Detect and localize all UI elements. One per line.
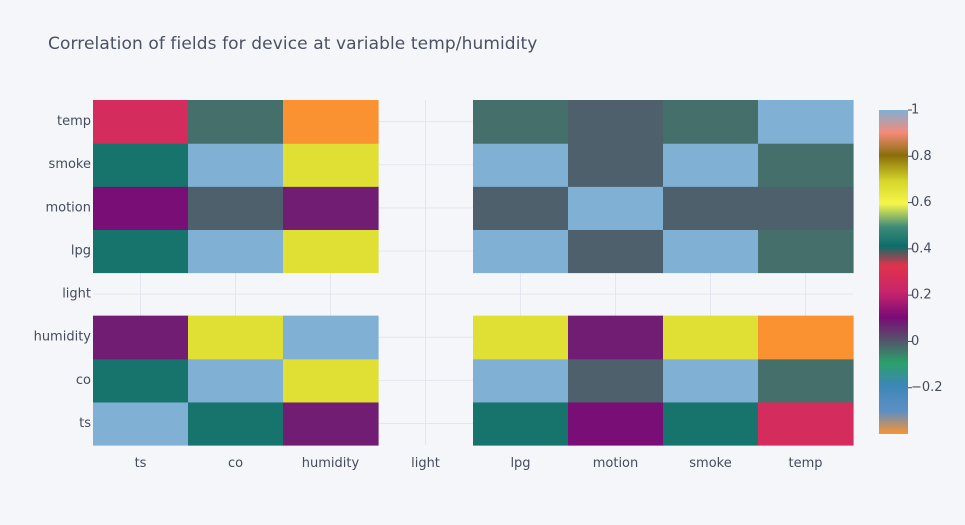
heatmap-cell bbox=[568, 143, 664, 187]
colorbar-tick-label: 1 bbox=[911, 103, 919, 118]
heatmap-cell bbox=[188, 358, 284, 403]
heatmap-cell bbox=[93, 401, 189, 446]
heatmap-cell bbox=[758, 143, 854, 187]
heatmap-cell bbox=[93, 100, 189, 144]
colorbar-tick-label: 0 bbox=[911, 334, 919, 349]
heatmap-cell bbox=[93, 229, 189, 274]
heatmap-cell bbox=[663, 100, 759, 144]
heatmap-cell bbox=[473, 315, 569, 360]
colorbar-tick-label: 0.2 bbox=[911, 288, 932, 303]
heatmap-cell bbox=[663, 143, 759, 187]
x-tick-label: light bbox=[411, 456, 440, 471]
heatmap-cell bbox=[758, 358, 854, 403]
heatmap-cell bbox=[663, 186, 759, 230]
y-tick-label: light bbox=[62, 287, 91, 302]
heatmap-cell bbox=[568, 186, 664, 230]
heatmap-cell bbox=[283, 315, 379, 360]
y-tick-label: humidity bbox=[34, 330, 92, 345]
heatmap-cell bbox=[93, 315, 189, 360]
heatmap-cell bbox=[473, 186, 569, 230]
y-tick-label: temp bbox=[57, 114, 91, 129]
heatmap-cell bbox=[758, 315, 854, 360]
heatmap-cell bbox=[188, 229, 284, 274]
heatmap-cell bbox=[663, 358, 759, 403]
heatmap-cell bbox=[283, 401, 379, 446]
colorbar-tick-label: 0.4 bbox=[911, 241, 932, 256]
colorbar-tick-label: 0.8 bbox=[911, 149, 932, 164]
heatmap-cell bbox=[188, 315, 284, 360]
heatmap-cell bbox=[93, 358, 189, 403]
heatmap-cell bbox=[568, 315, 664, 360]
heatmap-cell bbox=[568, 358, 664, 403]
heatmap-cell bbox=[188, 186, 284, 230]
heatmap-cell bbox=[283, 229, 379, 274]
colorbar bbox=[879, 110, 908, 434]
heatmap-cell bbox=[473, 100, 569, 144]
heatmap-cell bbox=[568, 401, 664, 446]
y-tick-label: ts bbox=[79, 416, 91, 431]
x-tick-label: smoke bbox=[689, 456, 731, 471]
heatmap-cell bbox=[283, 100, 379, 144]
heatmap-cell bbox=[93, 186, 189, 230]
heatmap-cell bbox=[188, 100, 284, 144]
heatmap-cell bbox=[93, 143, 189, 187]
x-tick-label: co bbox=[228, 456, 243, 471]
heatmap-cell bbox=[283, 143, 379, 187]
heatmap-cell bbox=[473, 229, 569, 274]
x-tick-label: humidity bbox=[302, 456, 360, 471]
heatmap-cell bbox=[188, 143, 284, 187]
heatmap-cell bbox=[663, 315, 759, 360]
x-tick-label: temp bbox=[788, 456, 822, 471]
y-tick-label: smoke bbox=[49, 157, 91, 172]
heatmap-cell bbox=[758, 401, 854, 446]
colorbar-tick-label: 0.6 bbox=[911, 195, 932, 210]
heatmap-cell bbox=[568, 229, 664, 274]
heatmap-cell bbox=[473, 143, 569, 187]
x-tick-label: motion bbox=[593, 456, 639, 471]
heatmap-cell bbox=[473, 358, 569, 403]
heatmap-cell bbox=[663, 401, 759, 446]
heatmap-cell bbox=[758, 229, 854, 274]
heatmap-cell bbox=[473, 401, 569, 446]
y-tick-label: co bbox=[76, 373, 91, 388]
heatmap-cell bbox=[283, 186, 379, 230]
heatmap-cell bbox=[758, 186, 854, 230]
heatmap-cell bbox=[568, 100, 664, 144]
x-tick-label: ts bbox=[135, 456, 147, 471]
colorbar-tick-label: −0.2 bbox=[911, 380, 943, 395]
y-tick-label: motion bbox=[45, 200, 91, 215]
x-tick-label: lpg bbox=[510, 456, 530, 471]
heatmap-cell bbox=[758, 100, 854, 144]
heatmap-cell bbox=[188, 401, 284, 446]
heatmap-cell bbox=[663, 229, 759, 274]
chart-title: Correlation of fields for device at vari… bbox=[48, 34, 538, 54]
heatmap-cell bbox=[283, 358, 379, 403]
y-tick-label: lpg bbox=[71, 243, 91, 258]
